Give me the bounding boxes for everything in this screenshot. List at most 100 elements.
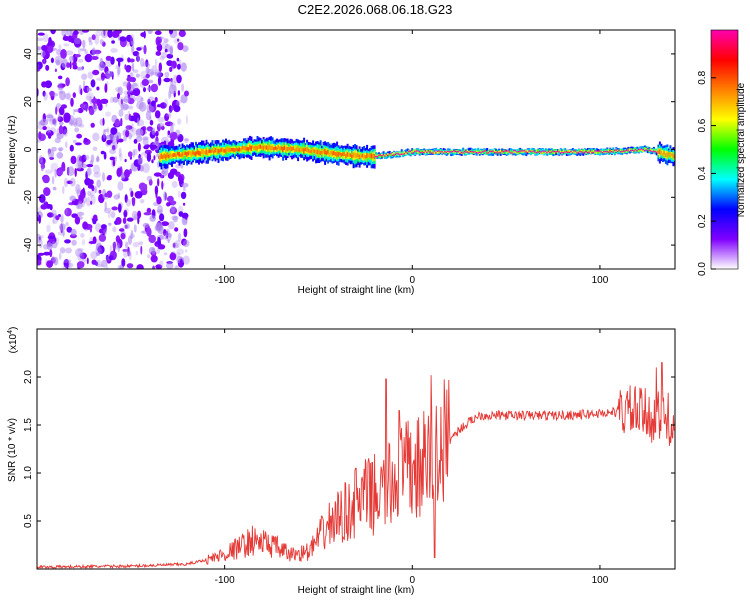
heatmap-cell	[505, 150, 508, 152]
heatmap-cell	[132, 149, 136, 158]
heatmap-cell	[146, 152, 152, 162]
heatmap-cell	[493, 149, 496, 153]
heatmap-cell	[256, 145, 259, 151]
heatmap-cell	[128, 105, 134, 110]
heatmap-cell	[478, 149, 481, 154]
heatmap-cell	[643, 147, 646, 150]
heatmap-cell	[83, 103, 89, 112]
heatmap-cell	[484, 150, 487, 155]
heatmap-cell	[127, 57, 131, 63]
heatmap-cell	[475, 152, 478, 154]
heatmap-cell	[78, 66, 85, 71]
heatmap-cell	[502, 151, 505, 153]
colorbar-tick-label: 0.2	[697, 214, 708, 228]
y-tick-label: 0	[23, 146, 34, 152]
heatmap-cell	[41, 235, 44, 238]
heatmap-cell	[481, 151, 484, 153]
snr-multiplier-base: (x10	[8, 333, 19, 353]
heatmap-cell	[100, 150, 105, 155]
heatmap-cell	[87, 190, 92, 197]
heatmap-cell	[574, 151, 577, 154]
heatmap-cell	[77, 45, 81, 56]
heatmap-cell	[98, 228, 105, 234]
heatmap-cell	[486, 152, 489, 154]
heatmap-cell	[465, 151, 468, 153]
heatmap-cell	[177, 190, 181, 198]
heatmap-cell	[117, 242, 120, 253]
heatmap-cell	[540, 151, 543, 153]
heatmap-cell	[550, 151, 553, 153]
heatmap-cell	[621, 151, 624, 153]
heatmap-cell	[417, 150, 420, 152]
heatmap-cell	[66, 262, 69, 269]
heatmap-cell	[438, 150, 441, 152]
heatmap-cell	[601, 148, 604, 153]
heatmap-cell	[336, 152, 339, 158]
heatmap-cell	[205, 149, 208, 155]
heatmap-cell	[457, 151, 460, 155]
heatmap-cell	[652, 150, 655, 152]
heatmap-cell	[131, 197, 136, 203]
heatmap-cell	[128, 113, 131, 121]
heatmap-cell	[247, 147, 250, 152]
heatmap-cell	[82, 187, 85, 195]
heatmap-cell	[182, 239, 190, 248]
heatmap-cell	[82, 221, 88, 230]
heatmap-cell	[670, 153, 673, 157]
heatmap-cell	[393, 154, 396, 156]
heatmap-cell	[589, 150, 592, 152]
heatmap-cell	[600, 151, 603, 155]
heatmap-cell	[459, 150, 462, 152]
heatmap-cell	[480, 150, 483, 153]
heatmap-cell	[103, 151, 107, 160]
heatmap-cell	[457, 151, 460, 153]
spectrogram-heatmap	[37, 30, 675, 269]
heatmap-cell	[613, 149, 616, 151]
heatmap-cell	[664, 153, 667, 158]
heatmap-cell	[624, 150, 627, 152]
heatmap-cell	[156, 123, 161, 132]
heatmap-cell	[85, 102, 88, 112]
heatmap-cell	[172, 153, 175, 157]
heatmap-cell	[62, 186, 65, 195]
heatmap-cell	[673, 154, 675, 159]
heatmap-cell	[642, 149, 645, 151]
heatmap-cell	[70, 155, 77, 165]
heatmap-cell	[330, 150, 333, 155]
heatmap-cell	[146, 98, 151, 103]
heatmap-cell	[631, 149, 634, 152]
heatmap-cell	[382, 155, 385, 158]
heatmap-cell	[49, 90, 55, 97]
heatmap-cell	[324, 148, 327, 155]
heatmap-cell	[57, 116, 61, 120]
y-tick-label: -40	[23, 237, 34, 252]
heatmap-cell	[358, 154, 361, 160]
heatmap-cell	[672, 153, 675, 158]
heatmap-cell	[154, 69, 160, 77]
heatmap-cell	[100, 224, 107, 230]
heatmap-cell	[597, 150, 600, 152]
heatmap-cell	[124, 194, 128, 203]
heatmap-cell	[534, 151, 537, 155]
spectrogram-x-ticks: -100 0 100	[215, 30, 609, 286]
heatmap-cell	[114, 118, 121, 127]
heatmap-cell	[157, 104, 161, 108]
heatmap-cell	[62, 230, 65, 237]
heatmap-cell	[65, 207, 68, 215]
heatmap-cell	[58, 44, 62, 52]
heatmap-cell	[76, 261, 85, 269]
heatmap-cell	[74, 37, 81, 45]
heatmap-cell	[453, 151, 456, 154]
colorbar-tick-label: 0.0	[697, 262, 708, 276]
heatmap-cell	[390, 152, 393, 155]
heatmap-cell	[143, 44, 147, 55]
heatmap-cell	[396, 152, 399, 157]
heatmap-cell	[534, 151, 537, 153]
heatmap-cell	[133, 82, 138, 87]
heatmap-cell	[577, 150, 580, 153]
spectrogram-x-label: Height of straight line (km)	[298, 285, 415, 296]
heatmap-cell	[89, 95, 92, 105]
heatmap-cell	[166, 113, 171, 117]
heatmap-cell	[152, 265, 156, 269]
heatmap-cell	[93, 164, 100, 175]
